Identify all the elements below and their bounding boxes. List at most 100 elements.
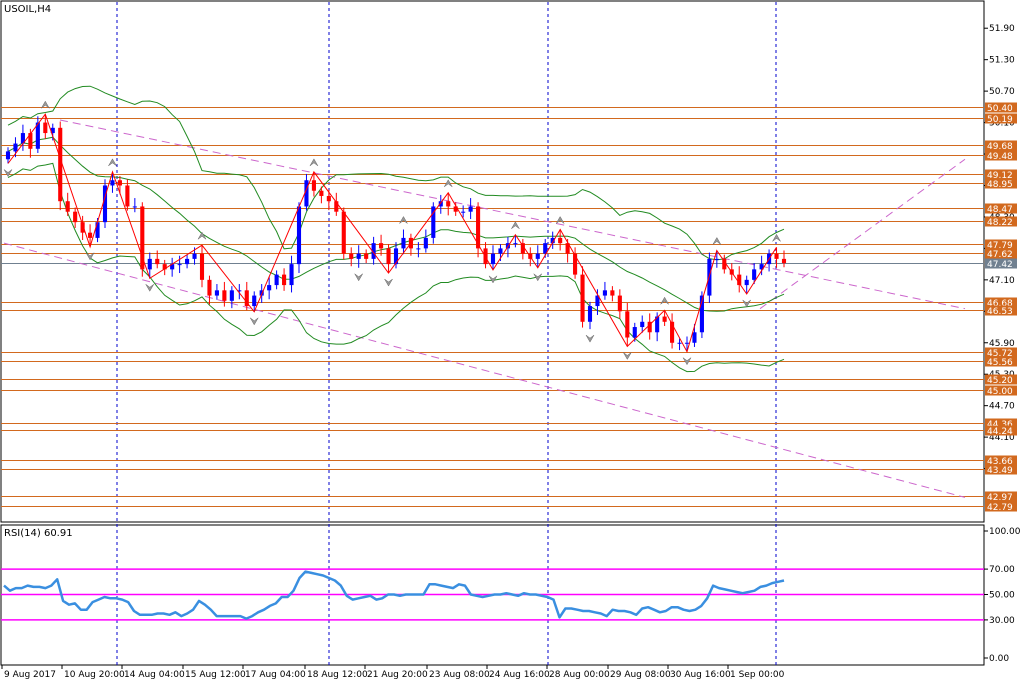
channel-upper-line [59,119,966,310]
candle-body [535,253,540,259]
price-level-label: 49.68 [987,142,1013,152]
candle-body [229,290,234,301]
candle-body [677,342,682,344]
candle-body [199,253,205,280]
rsi-tick-label: 30.00 [989,616,1015,626]
candle-body [185,258,190,265]
candle-body [647,321,652,333]
candle-body [20,133,25,144]
price-level-label: 42.97 [987,493,1013,503]
rsi-indicator: 100.00 70.00 50.00 30.00 0.00 [1,527,1021,664]
rsi-tick-label: 100.00 [989,527,1021,537]
candle-body [446,201,451,207]
fractal-down-icon [585,334,595,343]
candle-body [662,316,667,322]
candle-body [438,201,443,207]
price-level-label: 50.40 [987,104,1013,114]
price-level-label: 45.00 [987,387,1013,397]
price-level-label: 43.49 [987,466,1013,476]
fractal-up-icon [772,233,781,242]
candle-body [640,321,645,328]
candle-body [670,321,675,343]
candle-body [722,258,727,270]
fractal-down-icon [85,252,95,261]
price-level-label: 49.48 [987,152,1013,162]
price-level-label-bg [985,385,1017,396]
candle-body [453,206,458,212]
price-level-label: 45.56 [987,358,1013,368]
candle-body [632,327,637,338]
fractal-up-icon [660,296,669,305]
candle-body [259,290,264,296]
fractal-up-icon [712,236,722,245]
fractal-down-icon [3,169,13,177]
vertical-separators [116,2,777,665]
candle-body [296,206,302,265]
candle-body [140,206,145,270]
candle-body [80,222,85,233]
fractal-down-icon [682,357,692,366]
candle-body [379,243,384,249]
candle-body [476,206,481,249]
channel-lines [3,119,966,498]
candle-body [28,133,33,149]
candle-body [102,185,108,223]
time-tick-label: 30 Aug 16:00 [670,670,731,680]
candle-body [699,295,704,333]
candle-body [289,264,294,286]
candle-body [595,295,600,307]
fractal-down-icon [742,299,751,308]
time-tick-label: 17 Aug 04:00 [245,670,306,680]
channel-lower-line [3,242,966,498]
price-level-label: 48.47 [987,205,1013,215]
price-level-label-bg [985,455,1017,466]
current-price-label-bg [985,258,1017,269]
candle-body [587,306,593,322]
time-tick-label: 21 Aug 20:00 [367,670,428,680]
fractal-down-icon [354,273,363,282]
price-level-label: 43.66 [987,457,1013,467]
candle-body [752,269,757,280]
time-tick-label: 1 Sep 00:00 [730,670,785,680]
candle-body [155,258,160,265]
price-level-label-bg [985,418,1017,429]
fractal-up-icon [309,158,319,167]
price-tick-label: 44.70 [989,402,1015,412]
price-level-label: 47.62 [987,250,1013,260]
candle-body [513,243,518,245]
fractal-up-icon [555,216,565,224]
price-tick-label: 45.90 [989,339,1015,349]
candle-body [207,279,212,296]
rsi-tick-label: 0.00 [989,654,1009,664]
price-level-label-bg [985,113,1017,124]
time-tick-label: 24 Aug 16:00 [489,670,550,680]
candle-body [714,258,719,260]
candle-body [50,127,55,134]
price-tick-label: 50.70 [989,87,1015,97]
time-axis: 9 Aug 2017 10 Aug 20:00 14 Aug 04:00 15 Aug… [1,665,785,680]
candle-body [237,290,242,292]
candle-body [274,274,279,286]
candle-body [490,253,496,265]
candle-body [13,143,18,152]
candle-body [304,180,309,207]
candle-body [364,253,369,259]
chart-title: USOIL,H4 [4,4,51,15]
fractal-up-icon [197,231,207,240]
candle-body [737,274,742,286]
candle-body [759,264,764,270]
fractal-up-icon [41,100,50,109]
fractal-down-icon [533,273,542,282]
candle-body [267,285,272,291]
price-level-label-bg [985,178,1017,189]
price-level-label-bg [985,239,1017,250]
candle-body [132,206,137,208]
zigzag-line [7,113,777,354]
fractal-markers [3,100,781,366]
candle-body [58,127,63,202]
candle-body [125,185,130,207]
price-level-label: 48.22 [987,218,1013,228]
time-tick-label: 18 Aug 12:00 [307,670,368,680]
price-level-label-bg [985,305,1017,316]
candle-body [550,237,555,244]
